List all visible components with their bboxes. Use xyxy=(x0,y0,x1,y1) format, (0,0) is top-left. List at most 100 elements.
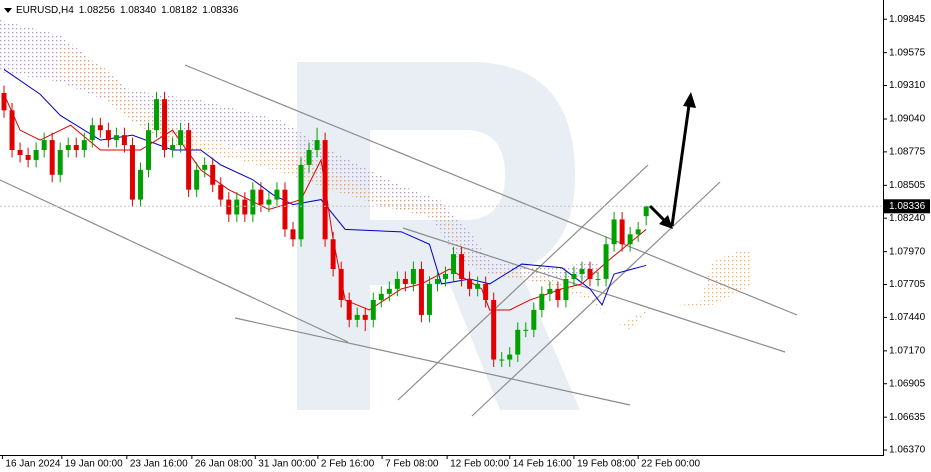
candle-body xyxy=(451,254,457,274)
candle-body xyxy=(97,125,103,131)
high-label: 1.08340 xyxy=(120,5,157,16)
arrow-head xyxy=(659,215,673,229)
x-tick-label: 16 Jan 2024 xyxy=(5,459,60,470)
candle-body xyxy=(595,278,601,280)
candle-body xyxy=(563,278,569,301)
candle-body xyxy=(146,130,152,170)
candle-body xyxy=(242,199,248,215)
candle-body xyxy=(298,164,304,240)
y-tick-label: 1.08775 xyxy=(889,147,926,158)
candle-body xyxy=(426,283,432,315)
candle-body xyxy=(25,154,31,160)
candle-body xyxy=(475,283,481,289)
trendline xyxy=(0,179,349,343)
x-tick-label: 26 Jan 08:00 xyxy=(195,459,253,470)
x-tick-label: 22 Feb 00:00 xyxy=(641,459,700,470)
y-tick-label: 1.09310 xyxy=(889,80,926,91)
candle-body xyxy=(137,169,143,200)
candle-body xyxy=(154,99,160,131)
candle-body xyxy=(49,140,55,175)
y-tick-label: 1.06905 xyxy=(889,378,926,389)
candle-body xyxy=(186,130,192,190)
candle-body xyxy=(162,99,168,151)
candle-body xyxy=(178,130,184,146)
candle-body xyxy=(443,273,449,279)
candle-body xyxy=(627,234,633,245)
plot-area xyxy=(0,69,883,367)
candle-body xyxy=(282,189,288,230)
candle-body xyxy=(418,269,424,315)
candle-body xyxy=(105,130,111,141)
trendline xyxy=(471,181,721,417)
x-tick-label: 2 Feb 16:00 xyxy=(321,459,375,470)
candle-body xyxy=(258,189,264,205)
low-label: 1.08182 xyxy=(161,5,198,16)
trendline xyxy=(397,164,649,401)
candle-body xyxy=(459,254,465,279)
candle-body xyxy=(499,359,505,361)
y-tick-label: 1.06370 xyxy=(889,445,926,456)
y-tick-label: 1.07440 xyxy=(889,312,926,323)
candle-body xyxy=(1,92,7,111)
candle-body xyxy=(89,125,95,141)
trendline xyxy=(402,227,786,353)
candle-body xyxy=(322,140,328,240)
candle-body xyxy=(547,288,553,294)
open-label: 1.08256 xyxy=(79,5,116,16)
candle-body xyxy=(17,150,23,155)
candle-body xyxy=(129,145,135,200)
candle-body xyxy=(378,293,384,301)
y-tick-label: 1.07170 xyxy=(889,345,926,356)
price-tag xyxy=(884,199,930,214)
candle-body xyxy=(579,269,585,274)
symbol: EURUSD,H4 xyxy=(16,5,74,16)
candle-body xyxy=(515,329,521,355)
y-tick-label: 1.07970 xyxy=(889,246,926,257)
candle-body xyxy=(234,199,240,215)
candle-body xyxy=(394,278,400,289)
trendlines xyxy=(0,64,798,417)
candle-body xyxy=(410,269,416,284)
menu-triangle xyxy=(4,8,12,13)
trendline xyxy=(234,317,631,406)
x-tick-label: 7 Feb 08:00 xyxy=(385,459,439,470)
candle-body xyxy=(202,164,208,170)
candle-body xyxy=(635,229,641,235)
candle-body xyxy=(467,278,473,289)
candle-body xyxy=(531,309,537,330)
indicator-line xyxy=(3,69,647,307)
y-tick-label: 1.07705 xyxy=(889,279,926,290)
candle-body xyxy=(354,314,360,320)
candle-body xyxy=(266,199,272,205)
arrow xyxy=(670,104,691,227)
price-tag-label: 1.08336 xyxy=(889,201,926,212)
candle-body xyxy=(611,219,617,245)
candle-body xyxy=(619,219,625,245)
close-label: 1.08336 xyxy=(202,5,239,16)
forecast-arrows xyxy=(648,92,696,229)
candle-body xyxy=(9,110,15,151)
arrow xyxy=(648,204,668,224)
candle-body xyxy=(41,140,47,151)
candle-body xyxy=(370,300,376,320)
candle-body xyxy=(555,288,561,301)
x-tick-label: 19 Jan 00:00 xyxy=(65,459,123,470)
candle-body xyxy=(290,229,296,240)
candle-body xyxy=(250,189,256,215)
candle-body xyxy=(539,293,545,310)
x-tick-label: 12 Feb 00:00 xyxy=(450,459,509,470)
candle-body xyxy=(386,288,392,294)
candle-body xyxy=(402,278,408,284)
y-tick-label: 1.09040 xyxy=(889,114,926,125)
y-tick-label: 1.06635 xyxy=(889,412,926,423)
candle-body xyxy=(314,140,320,151)
candle-body xyxy=(483,283,489,301)
header: EURUSD,H4 1.08256 1.08340 1.08182 1.08336 xyxy=(16,5,239,16)
candle-body xyxy=(65,145,71,151)
candle-body xyxy=(274,189,280,200)
candle-body xyxy=(113,135,119,141)
candle-body xyxy=(507,354,513,360)
x-tick-label: 19 Feb 08:00 xyxy=(577,459,636,470)
candle-body xyxy=(434,278,440,284)
candle-body xyxy=(57,150,63,175)
